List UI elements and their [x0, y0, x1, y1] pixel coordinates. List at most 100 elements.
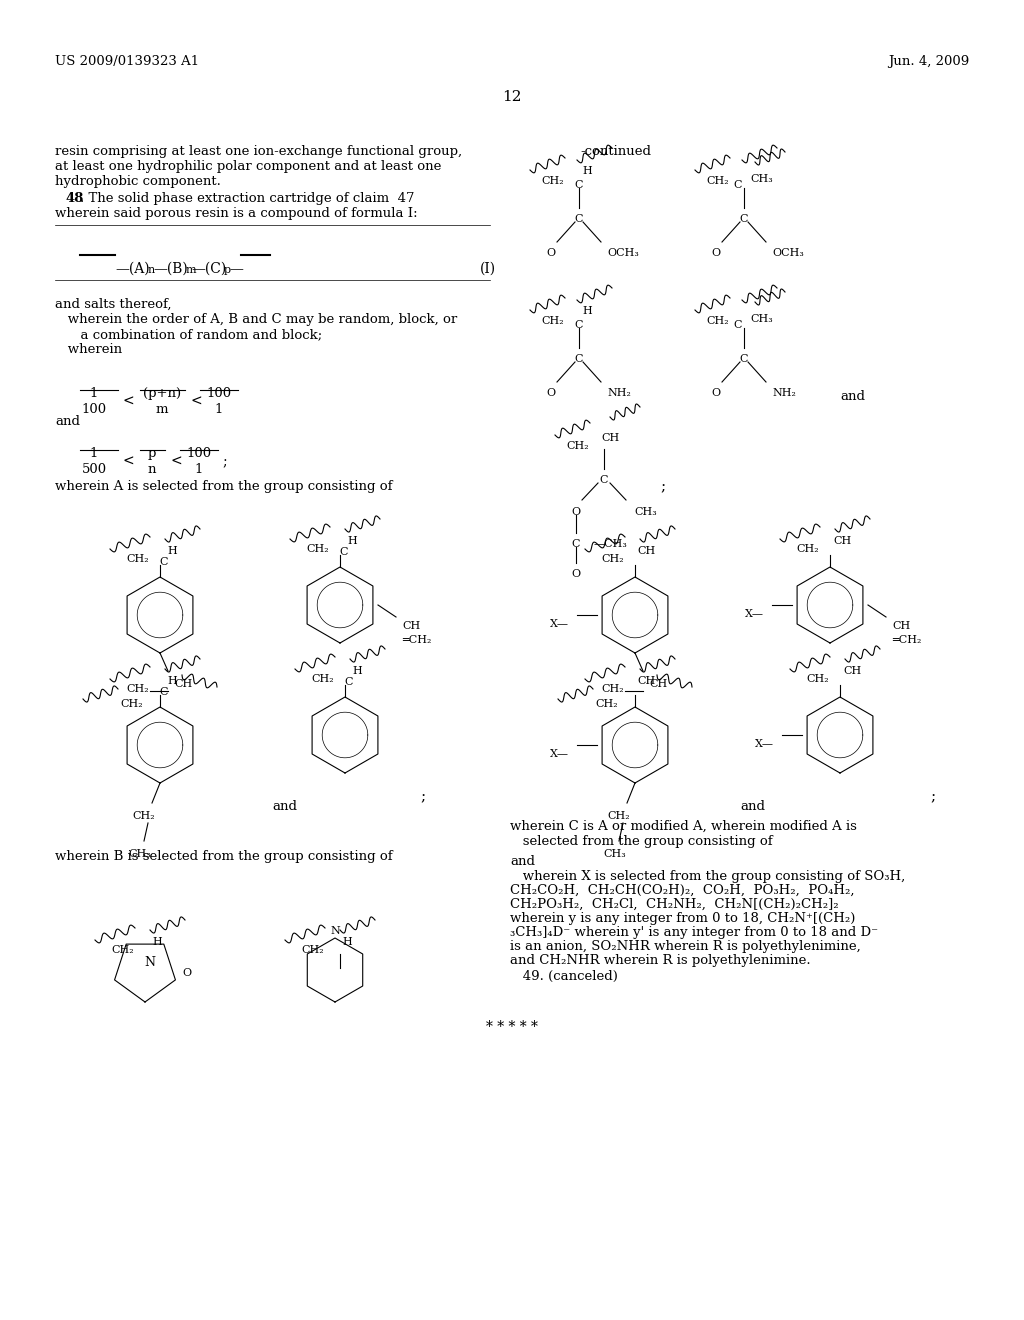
Text: CH₂: CH₂: [807, 675, 829, 684]
Text: CH₃: CH₃: [634, 507, 656, 517]
Text: C: C: [345, 677, 353, 686]
Text: CH₂: CH₂: [112, 945, 134, 954]
Text: X—: X—: [550, 619, 569, 630]
Text: . The solid phase extraction cartridge of claim  47: . The solid phase extraction cartridge o…: [80, 191, 415, 205]
Text: resin comprising at least one ion-exchange functional group,: resin comprising at least one ion-exchan…: [55, 145, 462, 158]
Text: Jun. 4, 2009: Jun. 4, 2009: [888, 55, 969, 69]
Text: US 2009/0139323 A1: US 2009/0139323 A1: [55, 55, 199, 69]
Text: CH: CH: [174, 678, 193, 689]
Text: C: C: [160, 557, 168, 568]
Text: CH: CH: [638, 546, 656, 556]
Text: 500: 500: [82, 463, 106, 477]
Text: C: C: [160, 686, 168, 697]
Text: H: H: [347, 536, 357, 546]
Text: CH₂: CH₂: [797, 544, 819, 554]
Text: CH₂: CH₂: [127, 554, 150, 564]
Text: wherein y is any integer from 0 to 18, CH₂N⁺[(CH₂): wherein y is any integer from 0 to 18, C…: [510, 912, 855, 925]
Text: NH₂: NH₂: [607, 388, 631, 399]
Text: ═CH₂: ═CH₂: [402, 635, 431, 645]
Text: ₃CH₃]₄D⁻ wherein y' is any integer from 0 to 18 and D⁻: ₃CH₃]₄D⁻ wherein y' is any integer from …: [510, 927, 879, 939]
Text: C: C: [574, 319, 584, 330]
Text: (I): (I): [480, 261, 496, 276]
Text: ;: ;: [930, 789, 935, 804]
Text: H: H: [582, 166, 592, 176]
Text: <: <: [170, 455, 181, 469]
Text: and CH₂NHR wherein R is polyethylenimine.: and CH₂NHR wherein R is polyethylenimine…: [510, 954, 811, 968]
Text: H: H: [167, 676, 177, 686]
Text: 1: 1: [195, 463, 203, 477]
Text: wherein: wherein: [55, 343, 122, 356]
Text: <: <: [190, 395, 202, 409]
Text: CH: CH: [402, 620, 420, 631]
Text: is an anion, SO₂NHR wherein R is polyethylenimine,: is an anion, SO₂NHR wherein R is polyeth…: [510, 940, 861, 953]
Text: C: C: [340, 546, 348, 557]
Text: CH₂: CH₂: [542, 315, 564, 326]
Text: CH: CH: [843, 667, 861, 676]
Text: n: n: [147, 463, 157, 477]
Text: and: and: [272, 800, 297, 813]
Text: C: C: [574, 354, 584, 364]
Text: wherein said porous resin is a compound of formula I:: wherein said porous resin is a compound …: [55, 207, 418, 220]
Text: C: C: [734, 319, 742, 330]
Text: and: and: [740, 800, 765, 813]
Text: CH: CH: [833, 536, 851, 546]
Text: 49. (canceled): 49. (canceled): [510, 970, 617, 983]
Text: X—: X—: [755, 739, 774, 748]
Text: wherein B is selected from the group consisting of: wherein B is selected from the group con…: [55, 850, 392, 863]
Text: CH₂: CH₂: [121, 700, 143, 709]
Text: C: C: [739, 354, 749, 364]
Text: 1: 1: [215, 403, 223, 416]
Text: —(C): —(C): [191, 261, 226, 276]
Text: * * * * *: * * * * *: [486, 1020, 538, 1034]
Text: 100: 100: [82, 403, 106, 416]
Text: O: O: [571, 507, 581, 517]
Text: 48: 48: [65, 191, 83, 205]
Text: CH₂: CH₂: [302, 945, 325, 954]
Text: hydrophobic component.: hydrophobic component.: [55, 176, 221, 187]
Text: 100: 100: [207, 387, 231, 400]
Text: wherein C is A or modified A, wherein modified A is: wherein C is A or modified A, wherein mo…: [510, 820, 857, 833]
Text: m: m: [186, 265, 197, 275]
Text: X—: X—: [550, 748, 569, 759]
Text: CH₂: CH₂: [596, 700, 618, 709]
Text: at least one hydrophilic polar component and at least one: at least one hydrophilic polar component…: [55, 160, 441, 173]
Text: OCH₃: OCH₃: [607, 248, 639, 257]
Text: O: O: [571, 569, 581, 579]
Text: N: N: [144, 956, 156, 969]
Text: <: <: [122, 395, 133, 409]
Text: —(B): —(B): [153, 261, 187, 276]
Text: p: p: [224, 265, 231, 275]
Text: C: C: [571, 539, 581, 549]
Text: ;: ;: [420, 789, 425, 804]
Text: wherein the order of A, B and C may be random, block, or: wherein the order of A, B and C may be r…: [55, 313, 458, 326]
Text: C: C: [574, 214, 584, 224]
Text: a combination of random and block;: a combination of random and block;: [55, 327, 323, 341]
Text: CH₂CO₂H,  CH₂CH(CO₂H)₂,  CO₂H,  PO₃H₂,  PO₄H₂,: CH₂CO₂H, CH₂CH(CO₂H)₂, CO₂H, PO₃H₂, PO₄H…: [510, 884, 854, 898]
Text: CH₂: CH₂: [707, 176, 729, 186]
Text: CH₂: CH₂: [707, 315, 729, 326]
Text: H: H: [167, 546, 177, 556]
Text: C: C: [734, 180, 742, 190]
Text: O: O: [547, 248, 556, 257]
Text: ;: ;: [660, 480, 666, 494]
Text: N: N: [330, 927, 340, 936]
Text: wherein X is selected from the group consisting of SO₃H,: wherein X is selected from the group con…: [510, 870, 905, 883]
Text: CH: CH: [638, 676, 656, 686]
Text: H: H: [153, 937, 162, 946]
Text: CH₂: CH₂: [542, 176, 564, 186]
Text: CH₂: CH₂: [306, 544, 330, 554]
Text: wherein A is selected from the group consisting of: wherein A is selected from the group con…: [55, 480, 392, 492]
Text: O: O: [547, 388, 556, 399]
Text: C: C: [739, 214, 749, 224]
Text: CH₂: CH₂: [602, 554, 625, 564]
Text: CH₂: CH₂: [311, 675, 334, 684]
Text: CH: CH: [649, 678, 668, 689]
Text: CH₂: CH₂: [133, 810, 156, 821]
Text: and: and: [840, 389, 865, 403]
Text: 1: 1: [90, 387, 98, 400]
Text: 100: 100: [186, 447, 212, 459]
Text: H: H: [352, 667, 361, 676]
Text: C: C: [574, 180, 584, 190]
Text: CH: CH: [892, 620, 910, 631]
Text: CH₃: CH₃: [750, 314, 773, 323]
